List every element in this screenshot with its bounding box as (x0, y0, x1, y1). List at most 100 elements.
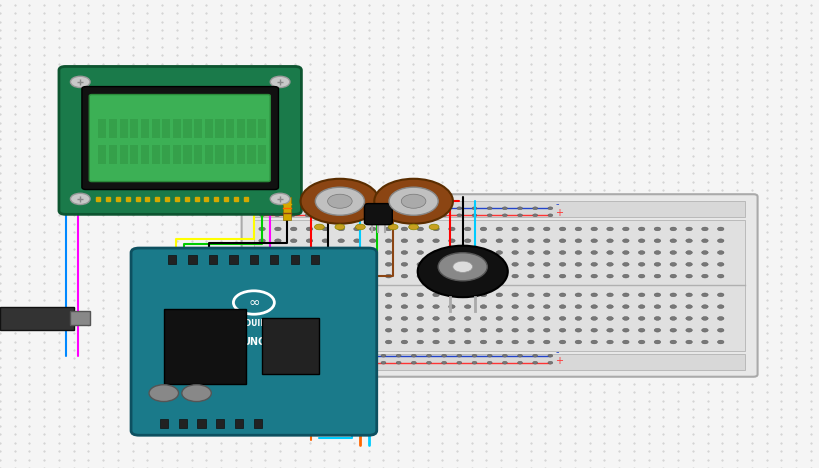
Circle shape (548, 354, 553, 357)
Circle shape (502, 214, 507, 217)
Circle shape (305, 354, 310, 357)
Circle shape (464, 293, 471, 297)
Circle shape (385, 340, 391, 344)
Circle shape (290, 354, 295, 357)
Circle shape (355, 224, 365, 230)
Circle shape (259, 274, 265, 278)
Circle shape (427, 207, 432, 210)
Circle shape (291, 251, 297, 255)
Circle shape (670, 340, 676, 344)
Circle shape (291, 316, 297, 320)
Text: -: - (555, 347, 559, 357)
Circle shape (322, 274, 328, 278)
Circle shape (396, 207, 401, 210)
Circle shape (338, 340, 345, 344)
Circle shape (338, 227, 345, 231)
Circle shape (472, 354, 477, 357)
Circle shape (322, 251, 328, 255)
Circle shape (559, 340, 566, 344)
Bar (0, 307, 74, 330)
Bar (164, 309, 246, 384)
Circle shape (417, 329, 423, 332)
Bar (98, 145, 106, 164)
Circle shape (274, 293, 281, 297)
Circle shape (449, 316, 455, 320)
Circle shape (320, 361, 325, 364)
Circle shape (335, 224, 345, 230)
Circle shape (527, 316, 534, 320)
Circle shape (496, 293, 503, 297)
Circle shape (527, 263, 534, 266)
Circle shape (369, 340, 376, 344)
Circle shape (502, 354, 507, 357)
Circle shape (496, 329, 503, 332)
Bar (130, 145, 138, 164)
Circle shape (686, 329, 692, 332)
Circle shape (291, 239, 297, 242)
Circle shape (622, 340, 629, 344)
Circle shape (702, 251, 708, 255)
Circle shape (306, 227, 313, 231)
Circle shape (457, 207, 462, 210)
Circle shape (480, 263, 486, 266)
Circle shape (411, 361, 416, 364)
Circle shape (717, 305, 724, 308)
Circle shape (622, 251, 629, 255)
Circle shape (591, 251, 598, 255)
Circle shape (401, 329, 408, 332)
Bar (70, 311, 90, 325)
Circle shape (449, 239, 455, 242)
Circle shape (322, 305, 328, 308)
Circle shape (438, 253, 487, 281)
Circle shape (401, 293, 408, 297)
Circle shape (275, 214, 280, 217)
Text: 10K: 10K (407, 197, 420, 201)
Circle shape (259, 263, 265, 266)
Circle shape (354, 263, 360, 266)
Circle shape (607, 227, 613, 231)
Circle shape (670, 239, 676, 242)
Bar (237, 145, 245, 164)
Circle shape (259, 293, 265, 297)
Circle shape (336, 207, 341, 210)
Circle shape (575, 227, 581, 231)
FancyBboxPatch shape (82, 87, 278, 190)
Circle shape (670, 274, 676, 278)
Circle shape (305, 207, 310, 210)
Circle shape (449, 329, 455, 332)
Circle shape (502, 207, 507, 210)
Circle shape (336, 354, 341, 357)
Circle shape (389, 187, 438, 215)
Circle shape (638, 274, 645, 278)
Circle shape (464, 239, 471, 242)
Circle shape (559, 251, 566, 255)
Circle shape (575, 316, 581, 320)
Circle shape (527, 251, 534, 255)
Circle shape (686, 227, 692, 231)
Circle shape (518, 361, 523, 364)
Circle shape (638, 305, 645, 308)
FancyBboxPatch shape (364, 204, 392, 225)
Circle shape (559, 329, 566, 332)
Circle shape (432, 340, 439, 344)
Circle shape (544, 329, 550, 332)
Circle shape (320, 354, 325, 357)
Circle shape (591, 329, 598, 332)
Circle shape (354, 316, 360, 320)
Circle shape (441, 207, 446, 210)
Circle shape (301, 179, 379, 224)
Circle shape (464, 316, 471, 320)
Circle shape (260, 214, 265, 217)
Circle shape (686, 251, 692, 255)
Circle shape (259, 227, 265, 231)
Circle shape (575, 263, 581, 266)
Circle shape (670, 251, 676, 255)
Bar (215, 119, 224, 138)
Circle shape (702, 329, 708, 332)
Circle shape (654, 251, 661, 255)
Circle shape (559, 293, 566, 297)
Circle shape (432, 263, 439, 266)
Circle shape (396, 361, 401, 364)
Circle shape (381, 361, 386, 364)
Circle shape (338, 316, 345, 320)
